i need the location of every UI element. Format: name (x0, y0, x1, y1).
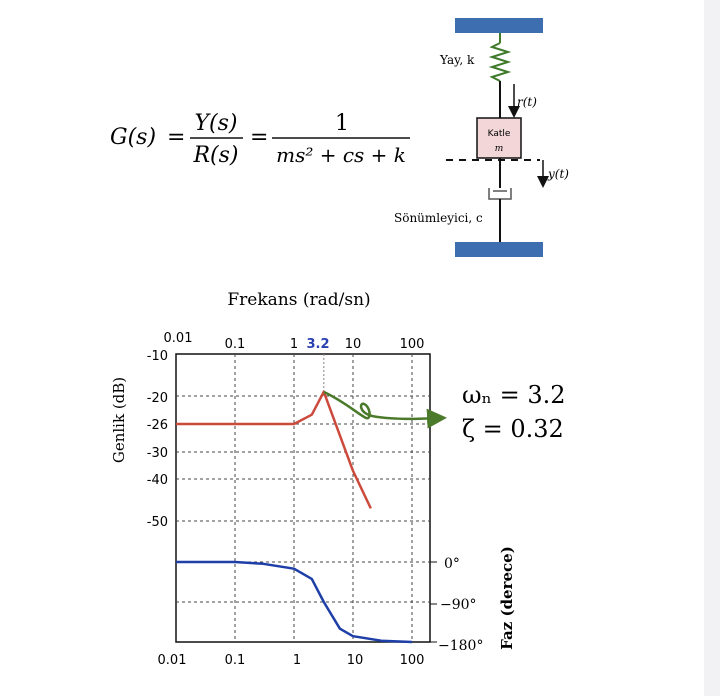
top-axis-title: Frekans (rad/sn) (227, 290, 370, 310)
bottom-tick-10: 10 (347, 653, 364, 668)
mass-label: Katle (488, 129, 511, 139)
top-tick-10: 10 (345, 337, 362, 352)
spring (488, 42, 512, 82)
eq-numerator-1: Y(s) (195, 111, 238, 136)
mag-tick-neg40: -40 (147, 473, 168, 488)
plot-grid (176, 354, 430, 642)
magnitude-axis-title: Genlik (dB) (110, 377, 128, 463)
bottom-tick-0.01: 0.01 (158, 653, 187, 668)
annotation-natural-frequency: ωₙ = 3.2 (462, 381, 566, 409)
magnitude-curve (176, 390, 372, 509)
bottom-tick-0.1: 0.1 (225, 653, 246, 668)
mass-block (476, 117, 522, 159)
transfer-function: G(s) = Y(s) R(s) = 1 ms² + cs + k (110, 111, 410, 168)
figure-canvas: G(s) = Y(s) R(s) = 1 ms² + cs + k Yay, k… (110, 18, 569, 668)
eq-numerator-2: 1 (335, 111, 349, 136)
bottom-wall (455, 242, 543, 257)
top-tick-3.2: 3.2 (306, 337, 329, 352)
phase-label-0: 0° (444, 556, 460, 572)
top-tick-0.1: 0.1 (225, 337, 246, 352)
mag-tick-neg20: -20 (147, 391, 168, 406)
annotation-arrow (323, 390, 447, 429)
top-tick-1: 1 (290, 337, 298, 352)
output-label: y(t) (547, 167, 569, 181)
annotation-damping-ratio: ζ = 0.32 (462, 415, 564, 443)
phase-curve (176, 560, 413, 644)
spring-label: Yay, k (439, 53, 475, 67)
top-tick-0.01: 0.01 (164, 331, 193, 346)
eq-sign-2: = (250, 125, 268, 150)
mag-tick-neg30: -30 (147, 446, 168, 461)
bottom-tick-1: 1 (293, 653, 301, 668)
damper-label: Sönümleyici, c (394, 211, 483, 225)
mag-tick-neg10: -10 (147, 349, 168, 364)
top-tick-100: 100 (400, 337, 425, 352)
plot-frame (175, 353, 431, 643)
mag-tick-neg26: -26 (147, 418, 168, 433)
eq-lhs: G(s) (110, 125, 156, 150)
page-edge-strip (704, 0, 720, 696)
input-label: r(t) (517, 95, 537, 109)
phase-label-180: −180° (438, 638, 483, 654)
damper-cup (488, 188, 512, 200)
eq-denominator-1: R(s) (192, 143, 238, 168)
phase-label-90: −90° (440, 597, 477, 613)
mass-spring-damper: Yay, k r(t) Katle m y(t) Sönümleyici, c (394, 18, 569, 257)
phase-axis-title: Faz (derece) (498, 546, 516, 650)
bode-plot: Frekans (rad/sn) 0.01 0.1 1 3.2 10 100 0… (110, 290, 566, 668)
eq-sign-1: = (167, 125, 185, 150)
mag-tick-neg50: -50 (147, 515, 168, 530)
top-wall (455, 18, 543, 33)
bottom-tick-100: 100 (400, 653, 425, 668)
eq-denominator-2: ms² + cs + k (276, 143, 406, 167)
mass-symbol: m (495, 144, 504, 154)
